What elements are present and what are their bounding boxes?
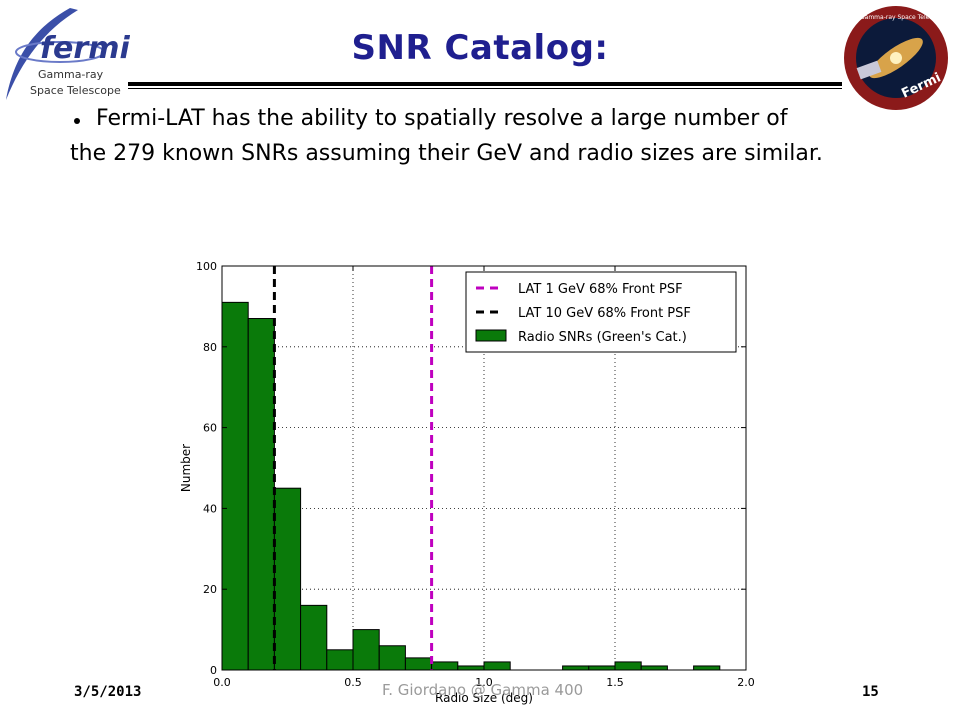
legend-lat10-label: LAT 10 GeV 68% Front PSF — [518, 306, 691, 321]
logo-left-line3: Space Telescope — [30, 84, 121, 97]
logo-orbit — [15, 41, 105, 63]
histogram-bar — [404, 657, 433, 671]
x-tick-label: 0.0 — [213, 676, 231, 689]
legend-bar-label: Radio SNRs (Green's Cat.) — [518, 330, 687, 345]
legend-bar-swatch — [475, 329, 507, 342]
bullet-marker — [74, 118, 80, 124]
snr-size-histogram: 0.0 0.5 1.0 1.5 2.0 0 20 40 60 80 100 Radio Size (… — [179, 260, 755, 705]
title-rule-thin — [128, 88, 842, 89]
chart-bars — [221, 301, 721, 671]
y-tick-label: 100 — [196, 260, 217, 273]
histogram-bar — [693, 665, 721, 671]
logo-galaxy-core — [890, 52, 902, 64]
bullet-line-1: Fermi-LAT has the ability to spatially r… — [96, 106, 788, 131]
logo-right-ring-text: Gamma-ray Space Telescope — [860, 14, 947, 21]
histogram-bar — [352, 629, 380, 671]
histogram-bar — [588, 665, 616, 671]
histogram-bar — [273, 487, 302, 671]
y-tick-label: 0 — [210, 664, 217, 677]
footer-author: F. Giordano @ Gamma 400 — [382, 681, 584, 699]
histogram-bar — [326, 649, 354, 671]
histogram-bar — [562, 665, 590, 671]
bullet-text: Fermi-LAT has the ability to spatially r… — [70, 101, 896, 171]
y-tick-label: 60 — [203, 422, 217, 435]
histogram-bar — [614, 661, 642, 671]
legend-lat1-label: LAT 1 GeV 68% Front PSF — [518, 282, 683, 297]
x-tick-label: 2.0 — [737, 676, 755, 689]
y-tick-label: 20 — [203, 583, 217, 596]
chart-xlabel: Radio Size (deg) — [435, 691, 533, 705]
histogram-bar — [378, 645, 406, 671]
legend-box — [465, 271, 737, 353]
x-tick-label: 1.5 — [606, 676, 624, 689]
fermi-logo-right: Gamma-ray Space Telescope Fermi — [844, 6, 948, 110]
logo-satellite — [856, 60, 882, 80]
chart-ticks: 0.0 0.5 1.0 1.5 2.0 0 20 40 60 80 100 — [196, 260, 755, 689]
chart-ylabel: Number — [179, 444, 193, 492]
histogram-bar — [300, 604, 328, 671]
fermi-logo-left: fermi Gamma-ray Space Telescope — [6, 8, 130, 100]
title-rule-thick — [128, 82, 842, 86]
slide-title: SNR Catalog: — [351, 28, 609, 68]
histogram-bar — [483, 661, 511, 671]
x-tick-label: 0.5 — [344, 676, 362, 689]
histogram-bar — [247, 318, 275, 671]
logo-left-name: fermi — [40, 31, 130, 66]
bullet-continuation: the 279 known SNRs assuming their GeV an… — [70, 141, 823, 166]
chart-psf-lines — [272, 266, 434, 670]
logo-left-line2: Gamma-ray — [38, 68, 104, 81]
histogram-bar — [221, 301, 249, 671]
histogram-bar — [640, 665, 668, 671]
histogram-bar — [457, 665, 485, 671]
footer-page-number: 15 — [862, 684, 879, 700]
footer-date: 3/5/2013 — [74, 684, 142, 700]
y-tick-label: 40 — [203, 502, 217, 515]
histogram-bar — [431, 661, 459, 671]
y-tick-label: 80 — [203, 341, 217, 354]
x-tick-label: 1.0 — [475, 676, 493, 689]
chart-legend: LAT 1 GeV 68% Front PSF LAT 10 GeV 68% F… — [465, 271, 737, 353]
